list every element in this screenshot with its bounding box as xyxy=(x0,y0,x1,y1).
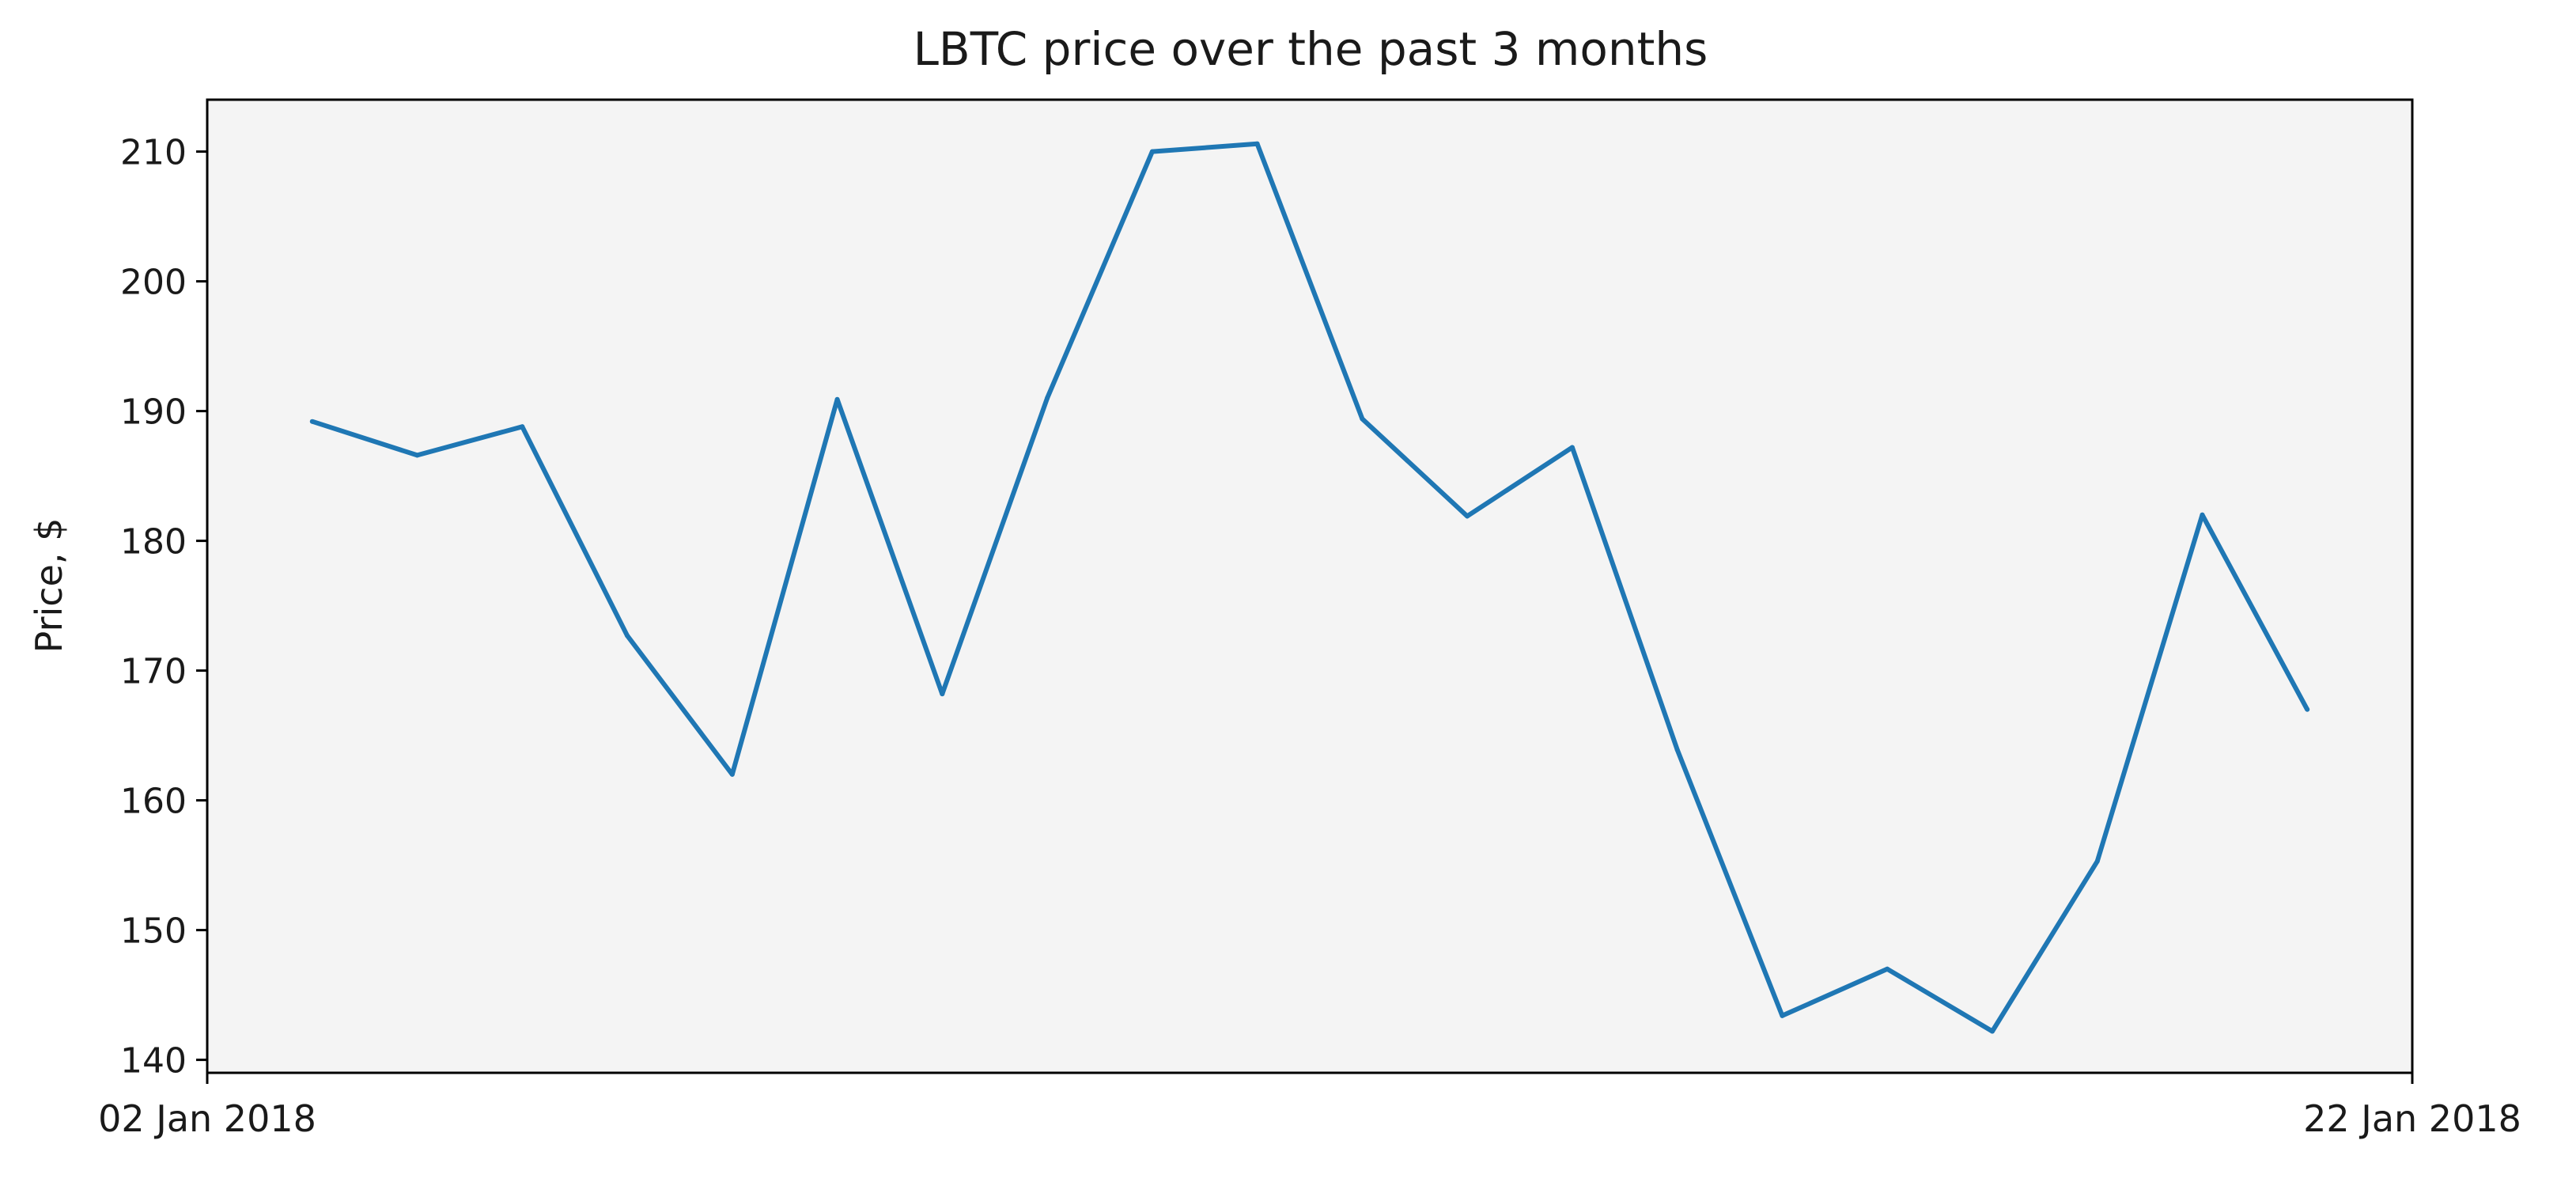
data-point xyxy=(520,424,524,429)
x-tick-label: 02 Jan 2018 xyxy=(98,1097,316,1140)
data-point xyxy=(1255,142,1260,146)
data-point xyxy=(2200,513,2204,517)
data-point xyxy=(415,453,420,457)
data-point xyxy=(1885,967,1889,972)
data-point xyxy=(1360,416,1364,421)
y-axis-ticks: 140 150 160 170 180 190 200 210 xyxy=(120,133,207,1082)
y-tick-label: 210 xyxy=(120,133,187,173)
data-point xyxy=(625,633,630,638)
data-point xyxy=(1570,445,1575,450)
data-point xyxy=(2095,859,2100,864)
plot-area xyxy=(207,100,2412,1073)
data-point xyxy=(1675,748,1680,752)
y-tick-label: 200 xyxy=(120,263,187,303)
x-tick-label: 22 Jan 2018 xyxy=(2303,1097,2521,1140)
data-point xyxy=(310,419,315,424)
chart-title: LBTC price over the past 3 months xyxy=(914,22,1708,76)
y-tick-label: 160 xyxy=(120,782,187,822)
y-tick-label: 140 xyxy=(120,1041,187,1082)
data-point xyxy=(730,772,735,777)
y-tick-label: 190 xyxy=(120,392,187,433)
y-axis-label: Price, $ xyxy=(28,518,70,654)
data-point xyxy=(2305,707,2309,712)
data-point xyxy=(1045,396,1050,400)
y-tick-label: 180 xyxy=(120,522,187,563)
y-tick-label: 170 xyxy=(120,652,187,692)
data-point xyxy=(940,691,944,696)
y-tick-label: 150 xyxy=(120,911,187,952)
data-point xyxy=(1150,150,1155,154)
data-point xyxy=(1990,1029,1995,1034)
data-point xyxy=(835,397,840,402)
data-point xyxy=(1780,1013,1784,1018)
x-axis-ticks: 02 Jan 2018 22 Jan 2018 xyxy=(98,1073,2521,1140)
data-point xyxy=(1465,513,1470,518)
